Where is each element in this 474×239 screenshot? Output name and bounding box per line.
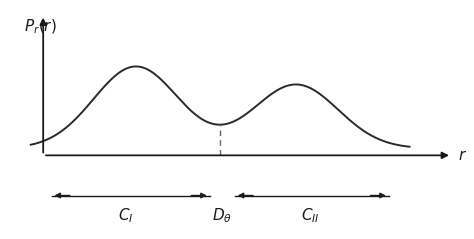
Text: $D_\theta$: $D_\theta$ (212, 206, 232, 225)
Text: $C_I$: $C_I$ (118, 206, 133, 225)
Text: $C_{II}$: $C_{II}$ (301, 206, 320, 225)
Text: $P_r(r)$: $P_r(r)$ (24, 18, 57, 36)
Text: $r$: $r$ (458, 148, 467, 163)
